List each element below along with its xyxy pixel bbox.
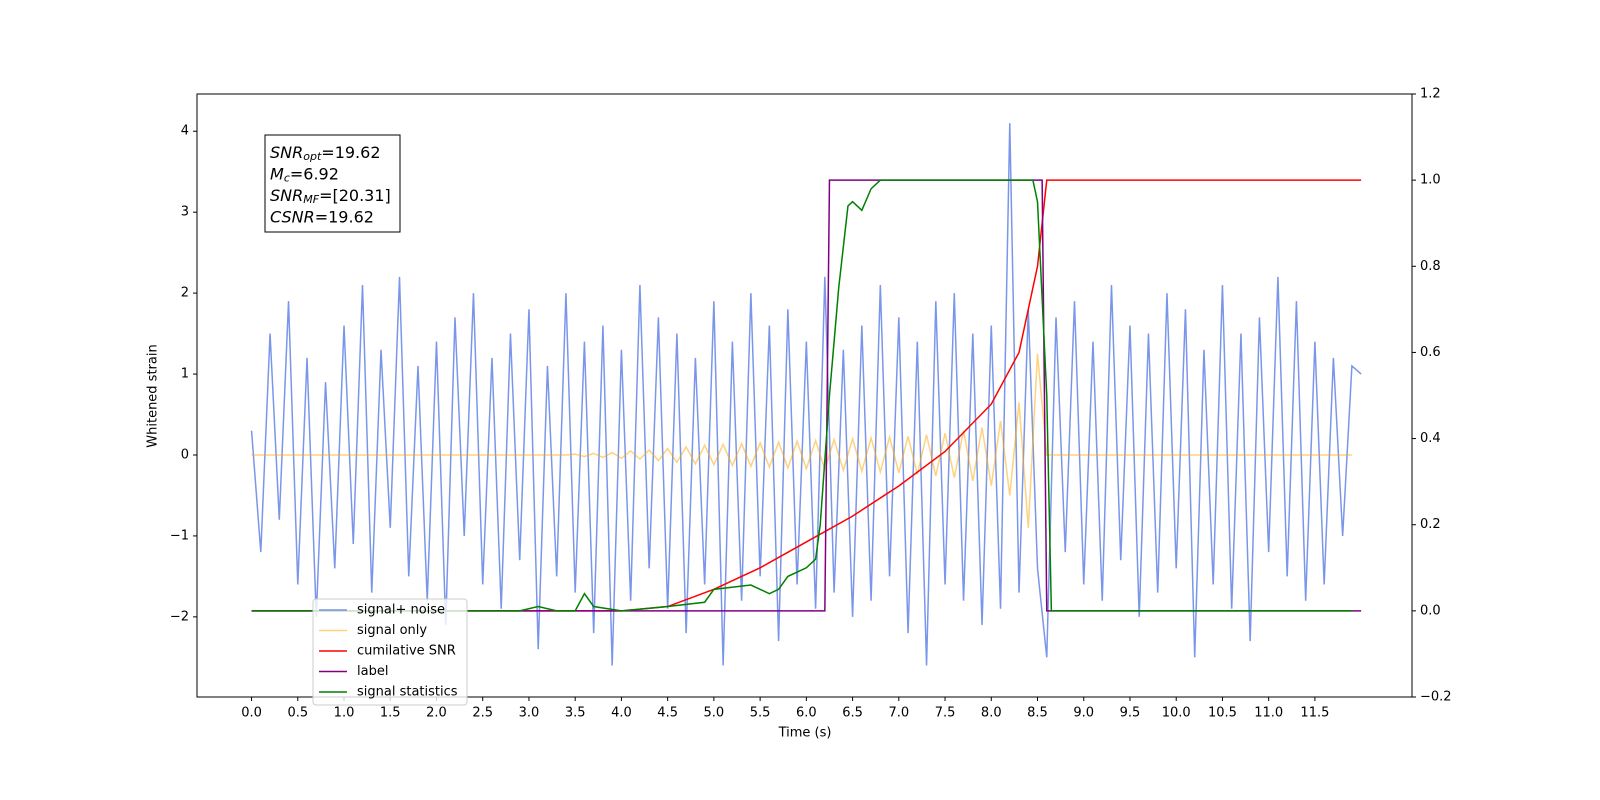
x-tick-label: 2.5 (472, 706, 493, 721)
x-tick-label: 10.5 (1208, 706, 1237, 721)
x-tick-label: 1.0 (334, 706, 355, 721)
y-tick-label: 1 (181, 367, 189, 382)
annotation-sub: c (284, 172, 290, 185)
x-tick-label: 8.0 (981, 706, 1002, 721)
x-tick-label: 9.0 (1073, 706, 1094, 721)
y2-tick-label: −0.2 (1420, 690, 1452, 705)
y-axis-label: Whitened strain (146, 344, 161, 447)
y2-tick-label: 1.0 (1420, 173, 1441, 188)
legend-label: signal statistics (357, 685, 458, 700)
annotation-name: SNR (270, 186, 303, 205)
annotation-box (264, 134, 401, 233)
series-line (251, 179, 1362, 612)
y-tick-label: 4 (181, 124, 189, 139)
annotation-name: SNR (270, 143, 303, 162)
y2-tick-label: 0.8 (1420, 259, 1441, 274)
y2-tick-label: 0.6 (1420, 345, 1441, 360)
series-line (251, 353, 1352, 528)
series-line (250, 123, 1362, 666)
y-tick-label: −2 (170, 609, 189, 624)
plot-frame (196, 93, 1413, 698)
y2-tick-label: 1.2 (1420, 87, 1441, 102)
x-tick-label: 0.0 (241, 706, 262, 721)
annotation-sub: opt (303, 150, 322, 163)
y-tick-label: 0 (181, 447, 189, 462)
x-tick-label: 2.0 (426, 706, 447, 721)
y-tick-label: −1 (170, 528, 189, 543)
y-tick-label: 2 (181, 286, 189, 301)
y2-tick-label: 0.0 (1420, 603, 1441, 618)
annotation-name: CSNR (270, 207, 315, 226)
x-tick-label: 0.5 (287, 706, 308, 721)
annotation-value: =[20.31] (319, 186, 391, 205)
legend: signal+ noise signal only cumilative SNR la… (312, 598, 468, 706)
annotation-text: SNRopt=19.62 (270, 143, 381, 164)
annotation-name: M (270, 164, 284, 183)
annotation-value: =19.62 (321, 143, 380, 162)
annotation-value: =6.92 (290, 164, 339, 183)
x-tick-label: 3.5 (565, 706, 586, 721)
x-tick-label: 7.5 (935, 706, 956, 721)
x-axis-label: Time (s) (778, 726, 832, 741)
x-tick-label: 4.5 (657, 706, 678, 721)
x-tick-label: 1.5 (380, 706, 401, 721)
x-tick-label: 10.0 (1162, 706, 1191, 721)
x-tick-label: 8.5 (1027, 706, 1048, 721)
annotation-sub: MF (303, 193, 319, 206)
y2-tick-label: 0.4 (1420, 431, 1441, 446)
legend-label: cumilative SNR (357, 644, 456, 659)
x-tick-label: 4.0 (611, 706, 632, 721)
x-tick-label: 7.0 (888, 706, 909, 721)
legend-label: signal only (357, 623, 427, 638)
x-tick-label: 5.5 (750, 706, 771, 721)
legend-label: signal+ noise (357, 603, 445, 618)
x-tick-label: 11.0 (1254, 706, 1283, 721)
y-tick-label: 3 (181, 205, 189, 220)
annotation-text: CSNR=19.62 (270, 207, 374, 226)
x-tick-label: 9.5 (1120, 706, 1141, 721)
annotation: SNRopt=19.62Mc=6.92SNRMF=[20.31]CSNR=19.… (264, 134, 401, 233)
annotation-text: Mc=6.92 (270, 164, 339, 185)
x-tick-label: 6.0 (796, 706, 817, 721)
series-line (251, 179, 1352, 612)
legend-box (312, 598, 468, 706)
x-tick-label: 5.0 (704, 706, 725, 721)
legend-label: label (357, 664, 388, 679)
x-tick-label: 11.5 (1300, 706, 1329, 721)
annotation-value: =19.62 (315, 207, 374, 226)
annotation-text: SNRMF=[20.31] (270, 186, 391, 207)
series-line (251, 179, 1362, 612)
y2-tick-label: 0.2 (1420, 517, 1441, 532)
x-tick-label: 3.0 (519, 706, 540, 721)
x-tick-label: 6.5 (842, 706, 863, 721)
